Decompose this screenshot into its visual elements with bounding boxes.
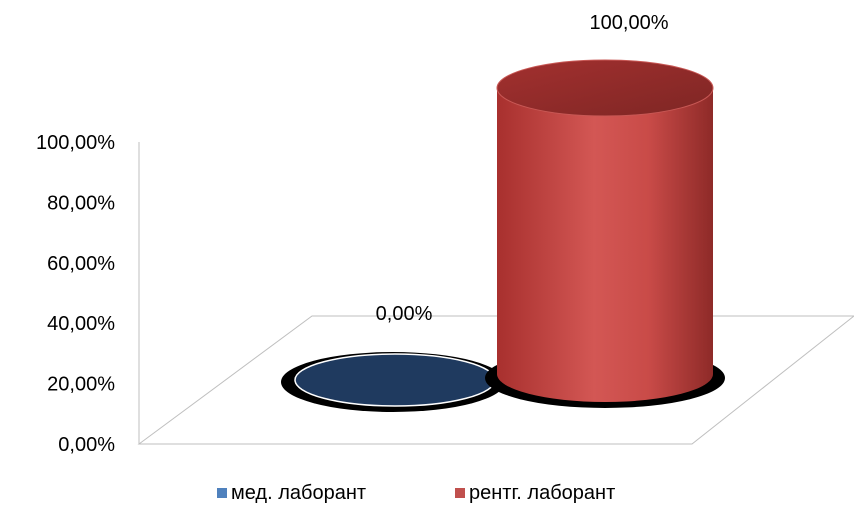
y-tick-label: 0,00%	[58, 434, 115, 456]
legend-swatch-med	[217, 488, 227, 498]
legend-label-med: мед. лаборант	[231, 482, 366, 504]
y-axis-ticks: 0,00% 20,00% 40,00% 60,00% 80,00% 100,00%	[36, 132, 115, 456]
bar-med-disc	[294, 353, 496, 407]
data-label-rentg: 100,00%	[590, 12, 669, 34]
y-tick-label: 40,00%	[47, 313, 115, 335]
bar-rentg-top	[496, 59, 714, 117]
bar-rentg-body	[497, 88, 713, 402]
bar-med-laborant	[281, 352, 505, 412]
bar-rentg-laborant	[485, 59, 725, 408]
legend: мед. лаборант рентг. лаборант	[217, 482, 615, 504]
y-tick-label: 20,00%	[47, 374, 115, 396]
y-tick-label: 100,00%	[36, 132, 115, 154]
legend-label-rentg: рентг. лаборант	[469, 482, 615, 504]
legend-swatch-rentg	[455, 488, 465, 498]
floor-plane	[137, 315, 854, 445]
y-tick-label: 80,00%	[47, 192, 115, 214]
data-label-med: 0,00%	[376, 303, 433, 325]
y-tick-label: 60,00%	[47, 253, 115, 275]
